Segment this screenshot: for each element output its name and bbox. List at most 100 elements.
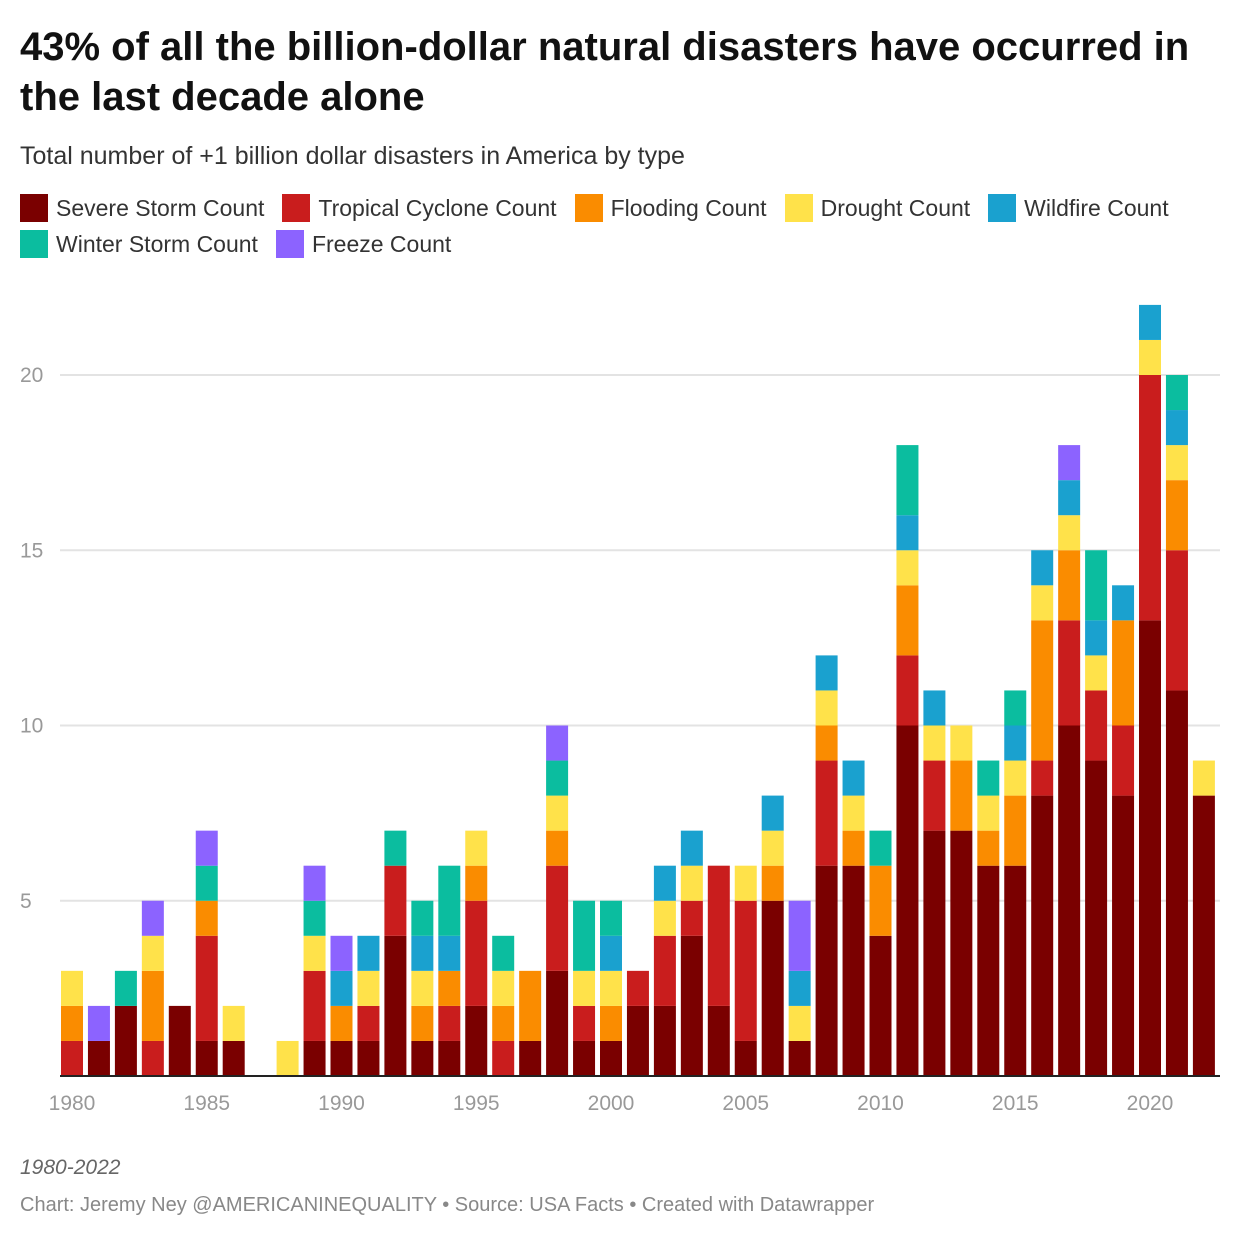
bar-segment: [411, 900, 434, 936]
bar-segment: [1058, 620, 1081, 726]
bar-segment: [411, 1040, 434, 1076]
bar-segment: [411, 1005, 434, 1041]
bar-segment: [411, 935, 434, 971]
bar-segment: [1165, 375, 1188, 411]
bar-segment: [222, 1040, 245, 1076]
bar-segment: [680, 865, 703, 901]
bar-segment: [546, 970, 569, 1076]
legend-label: Drought Count: [820, 194, 971, 221]
bar-segment: [788, 970, 811, 1006]
bar-segment: [384, 830, 407, 866]
bar-segment: [1004, 690, 1027, 726]
bar-segment: [680, 900, 703, 936]
bar-segment: [141, 1040, 164, 1076]
bar-segment: [141, 900, 164, 936]
bar-segment: [573, 970, 596, 1006]
bar-segment: [1139, 304, 1161, 340]
bar-segment: [680, 935, 703, 1076]
bar-segment: [1058, 515, 1081, 551]
bar-segment: [1165, 480, 1188, 551]
bar-segment: [438, 970, 461, 1006]
bar-segment: [707, 865, 730, 1006]
bar-segment: [1085, 760, 1108, 1076]
bar-segment: [357, 1005, 380, 1041]
bar-segment: [303, 865, 326, 901]
bar-segment: [546, 725, 569, 761]
bar-segment: [1165, 445, 1188, 481]
bar-segment: [1139, 620, 1161, 1076]
bar-segment: [1192, 795, 1215, 1076]
bar-segment: [465, 830, 488, 866]
bar-segment: [1004, 725, 1027, 761]
bar-segment: [896, 585, 919, 656]
bar-segment: [626, 970, 649, 1006]
x-tick-label: 1995: [453, 1092, 500, 1115]
y-tick-label: 15: [20, 539, 43, 562]
bar-segment: [761, 830, 784, 866]
bar-segment: [330, 935, 353, 971]
bar-segment: [546, 830, 569, 866]
bar-segment: [600, 900, 622, 936]
legend-label: Severe Storm Count: [56, 194, 265, 221]
bar-segment: [357, 1040, 380, 1076]
bar-segment: [761, 900, 784, 1076]
bar-segment: [438, 865, 461, 936]
bar-segment: [330, 1005, 353, 1041]
bar-segment: [653, 900, 676, 936]
bar-segment: [303, 970, 326, 1041]
legend: Severe Storm Count Tropical Cyclone Count…: [20, 194, 1220, 258]
bar-segment: [1031, 550, 1054, 586]
legend-label: Winter Storm Count: [56, 230, 258, 257]
bar-segment: [923, 760, 946, 831]
bar-segment: [950, 830, 973, 1076]
bar-segment: [815, 725, 838, 761]
bar-segment: [87, 1005, 110, 1041]
bar-segment: [384, 865, 407, 936]
bar-segment: [492, 935, 515, 971]
legend-item: Freeze Count: [275, 230, 452, 258]
bar-segment: [1031, 620, 1054, 761]
legend-label: Freeze Count: [311, 230, 452, 257]
bar-segment: [842, 760, 865, 796]
bar-segment: [1058, 725, 1081, 1076]
bar-segment: [1031, 760, 1054, 796]
chart-title: 43% of all the billion-dollar natural di…: [20, 25, 1190, 119]
bar-segment: [680, 830, 703, 866]
bar-segment: [626, 1005, 649, 1076]
bar-segment: [788, 1040, 811, 1076]
bar-segment: [573, 1005, 596, 1041]
bar-segment: [465, 1005, 488, 1076]
bar-segment: [141, 935, 164, 971]
bar-segment: [977, 830, 1000, 866]
bar-segment: [1031, 585, 1054, 621]
bar-segment: [600, 970, 622, 1006]
bar-segment: [330, 1040, 353, 1076]
bar-segment: [761, 795, 784, 831]
bar-segment: [1004, 865, 1027, 1076]
bar-segment: [1112, 620, 1135, 726]
chart-subtitle: Total number of +1 billion dollar disast…: [20, 142, 685, 170]
legend-label: Flooding Count: [610, 194, 767, 221]
bar-segment: [438, 1005, 461, 1041]
bar-segment: [1004, 795, 1027, 866]
bar-segment: [465, 900, 488, 1006]
bar-segment: [573, 900, 596, 971]
bar-segment: [977, 865, 1000, 1076]
bar-segment: [653, 865, 676, 901]
bar-segment: [734, 900, 757, 1041]
bar-segment: [869, 830, 892, 866]
bar-segment: [114, 1005, 137, 1076]
legend-swatch: [20, 194, 48, 222]
date-range-note: 1980-2022: [20, 1156, 121, 1179]
bar-segment: [1004, 760, 1027, 796]
bar-segment: [950, 725, 973, 761]
legend-item: Wildfire Count: [988, 194, 1169, 222]
legend-item: Winter Storm Count: [20, 230, 258, 258]
bar-segment: [600, 935, 622, 971]
legend-swatch: [574, 194, 603, 222]
bar-segment: [896, 655, 919, 726]
bar-segment: [842, 830, 865, 866]
bar-segment: [465, 865, 488, 901]
legend-swatch: [988, 194, 1017, 222]
